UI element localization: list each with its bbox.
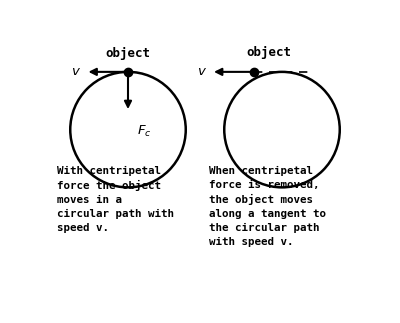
Text: With centripetal
force the object
moves in a
circular path with
speed v.: With centripetal force the object moves … <box>57 166 174 234</box>
Text: $v$: $v$ <box>197 65 207 78</box>
Text: $F_c$: $F_c$ <box>137 124 152 139</box>
Text: object: object <box>246 46 292 59</box>
Text: $v$: $v$ <box>71 65 81 78</box>
Text: When centripetal
force is removed,
the object moves
along a tangent to
the circu: When centripetal force is removed, the o… <box>209 166 326 247</box>
Text: object: object <box>106 47 150 60</box>
